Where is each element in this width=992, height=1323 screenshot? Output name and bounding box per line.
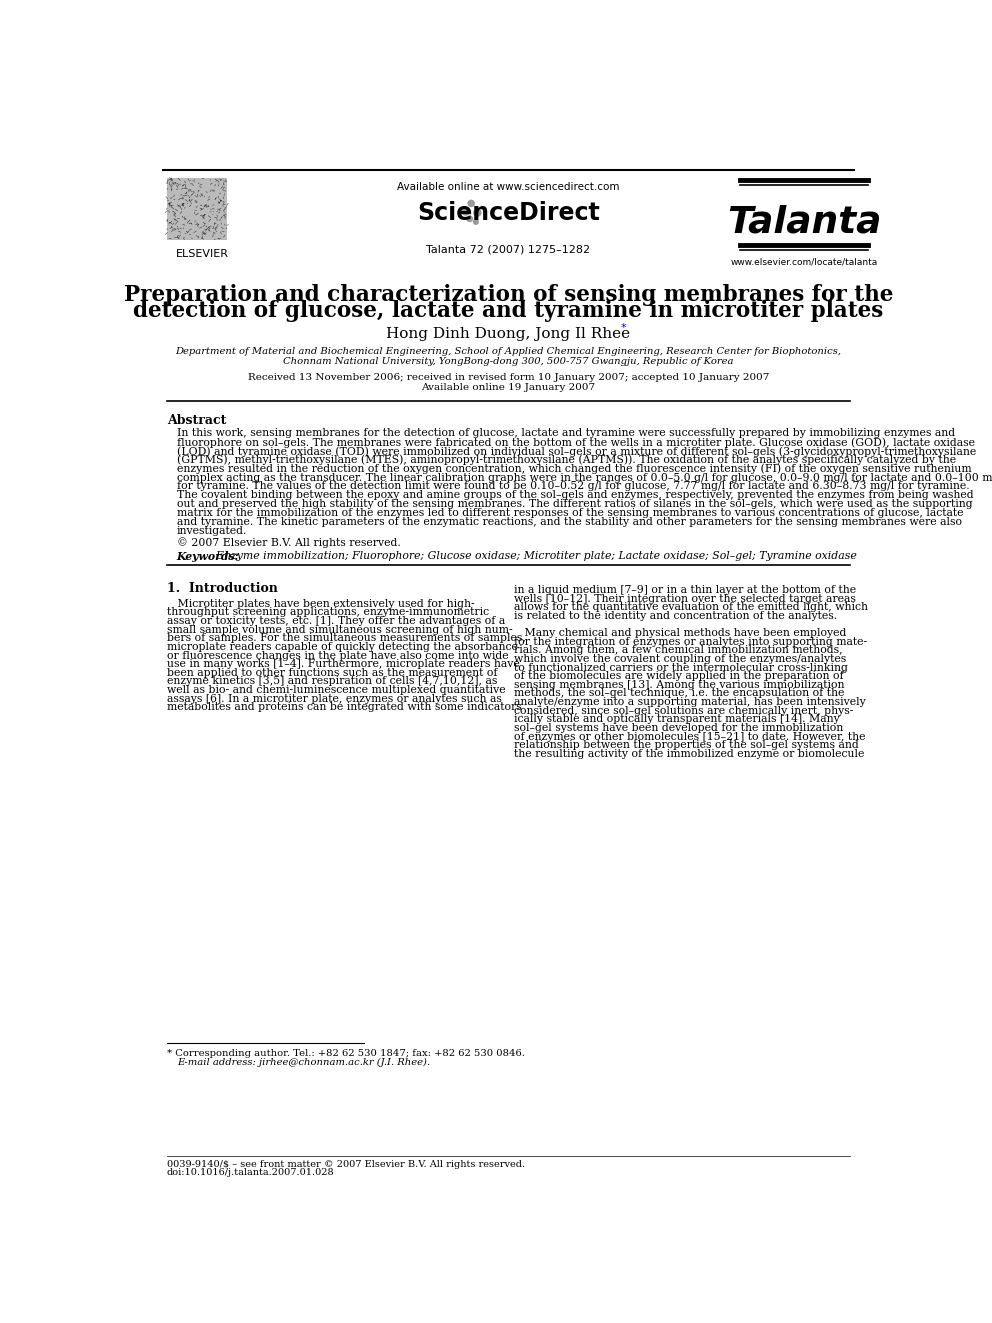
Text: Many chemical and physical methods have been employed: Many chemical and physical methods have … [514, 628, 846, 638]
Bar [167, 179, 227, 239]
Text: www.elsevier.com/locate/talanta: www.elsevier.com/locate/talanta [731, 257, 878, 266]
Text: Talanta 72 (2007) 1275–1282: Talanta 72 (2007) 1275–1282 [427, 245, 590, 255]
Text: investigated.: investigated. [177, 525, 247, 536]
Circle shape [468, 200, 474, 206]
Text: Abstract: Abstract [167, 414, 226, 427]
Text: small sample volume and simultaneous screening of high num-: small sample volume and simultaneous scr… [167, 624, 512, 635]
Text: to functionalized carriers or the intermolecular cross-linking: to functionalized carriers or the interm… [514, 663, 848, 672]
Text: doi:10.1016/j.talanta.2007.01.028: doi:10.1016/j.talanta.2007.01.028 [167, 1168, 334, 1177]
Text: or fluorescence changes in the plate have also come into wide: or fluorescence changes in the plate hav… [167, 651, 508, 660]
Text: © 2007 Elsevier B.V. All rights reserved.: © 2007 Elsevier B.V. All rights reserved… [177, 537, 401, 548]
Text: analyte/enzyme into a supporting material, has been intensively: analyte/enzyme into a supporting materia… [514, 697, 866, 706]
Text: *: * [621, 323, 626, 333]
Text: bers of samples. For the simultaneous measurements of samples,: bers of samples. For the simultaneous me… [167, 634, 526, 643]
Text: ically stable and optically transparent materials [14]. Many: ically stable and optically transparent … [514, 714, 839, 724]
Text: metabolites and proteins can be integrated with some indicators: metabolites and proteins can be integrat… [167, 703, 522, 712]
Circle shape [462, 208, 469, 214]
Circle shape [474, 209, 481, 216]
Text: is related to the identity and concentration of the analytes.: is related to the identity and concentra… [514, 611, 837, 620]
Circle shape [473, 220, 478, 224]
Text: in a liquid medium [7–9] or in a thin layer at the bottom of the: in a liquid medium [7–9] or in a thin la… [514, 585, 856, 595]
Text: well as bio- and chemi-luminescence multiplexed quantitative: well as bio- and chemi-luminescence mult… [167, 685, 505, 695]
Text: complex acting as the transducer. The linear calibration graphs were in the rang: complex acting as the transducer. The li… [177, 472, 992, 483]
Text: assays [6]. In a microtiter plate, enzymes or analytes such as: assays [6]. In a microtiter plate, enzym… [167, 693, 502, 704]
Text: methods, the sol–gel technique, i.e. the encapsulation of the: methods, the sol–gel technique, i.e. the… [514, 688, 844, 699]
Text: Department of Material and Biochemical Engineering, School of Applied Chemical E: Department of Material and Biochemical E… [176, 348, 841, 356]
Text: and tyramine. The kinetic parameters of the enzymatic reactions, and the stabili: and tyramine. The kinetic parameters of … [177, 517, 961, 527]
Text: Microtiter plates have been extensively used for high-: Microtiter plates have been extensively … [167, 599, 474, 609]
Text: the resulting activity of the immobilized enzyme or biomolecule: the resulting activity of the immobilize… [514, 749, 864, 759]
Text: sensing membranes [13]. Among the various immobilization: sensing membranes [13]. Among the variou… [514, 680, 844, 689]
Text: considered, since sol–gel solutions are chemically inert, phys-: considered, since sol–gel solutions are … [514, 705, 853, 716]
Text: microplate readers capable of quickly detecting the absorbance: microplate readers capable of quickly de… [167, 642, 518, 652]
Text: ScienceDirect: ScienceDirect [417, 201, 600, 225]
Text: Available online 19 January 2007: Available online 19 January 2007 [422, 382, 595, 392]
Text: Talanta: Talanta [727, 205, 882, 241]
Text: out and preserved the high stability of the sensing membranes. The different rat: out and preserved the high stability of … [177, 499, 972, 509]
Text: Keywords:: Keywords: [177, 552, 239, 562]
Text: The covalent binding between the epoxy and amine groups of the sol–gels and enzy: The covalent binding between the epoxy a… [177, 491, 973, 500]
Text: which involve the covalent coupling of the enzymes/analytes: which involve the covalent coupling of t… [514, 654, 846, 664]
Text: matrix for the immobilization of the enzymes led to different responses of the s: matrix for the immobilization of the enz… [177, 508, 963, 519]
Text: throughput screening applications, enzyme-immunometric: throughput screening applications, enzym… [167, 607, 489, 618]
Text: enzymes resulted in the reduction of the oxygen concentration, which changed the: enzymes resulted in the reduction of the… [177, 463, 971, 474]
Text: of enzymes or other biomolecules [15–21] to date. However, the: of enzymes or other biomolecules [15–21]… [514, 732, 865, 742]
Text: fluorophore on sol–gels. The membranes were fabricated on the bottom of the well: fluorophore on sol–gels. The membranes w… [177, 437, 975, 447]
Text: of the biomolecules are widely applied in the preparation of: of the biomolecules are widely applied i… [514, 671, 843, 681]
Text: for the integration of enzymes or analytes into supporting mate-: for the integration of enzymes or analyt… [514, 636, 867, 647]
Text: allows for the quantitative evaluation of the emitted light, which: allows for the quantitative evaluation o… [514, 602, 868, 613]
Text: Hong Dinh Duong, Jong Il Rhee: Hong Dinh Duong, Jong Il Rhee [386, 327, 631, 340]
Text: Chonnam National University, YongBong-dong 300, 500-757 Gwangju, Republic of Kor: Chonnam National University, YongBong-do… [283, 357, 734, 366]
Text: (GPTMS), methyl-triethoxysilane (MTES), aminopropyl-trimethoxysilane (APTMS)). T: (GPTMS), methyl-triethoxysilane (MTES), … [177, 455, 956, 466]
Text: assay or toxicity tests, etc. [1]. They offer the advantages of a: assay or toxicity tests, etc. [1]. They … [167, 617, 505, 626]
Text: Enzyme immobilization; Fluorophore; Glucose oxidase; Microtiter plate; Lactate o: Enzyme immobilization; Fluorophore; Gluc… [209, 552, 857, 561]
Text: In this work, sensing membranes for the detection of glucose, lactate and tyrami: In this work, sensing membranes for the … [177, 429, 955, 438]
Circle shape [467, 216, 472, 221]
Text: * Corresponding author. Tel.: +82 62 530 1847; fax: +82 62 530 0846.: * Corresponding author. Tel.: +82 62 530… [167, 1049, 525, 1058]
Text: E-mail address: jirhee@chonnam.ac.kr (J.I. Rhee).: E-mail address: jirhee@chonnam.ac.kr (J.… [177, 1058, 430, 1068]
Text: use in many works [1–4]. Furthermore, microplate readers have: use in many works [1–4]. Furthermore, mi… [167, 659, 520, 669]
Text: (LOD) and tyramine oxidase (TOD) were immobilized on individual sol–gels or a mi: (LOD) and tyramine oxidase (TOD) were im… [177, 446, 976, 456]
Text: wells [10–12]. Their integration over the selected target areas: wells [10–12]. Their integration over th… [514, 594, 856, 603]
Text: been applied to other functions such as the measurement of: been applied to other functions such as … [167, 668, 497, 677]
Text: ELSEVIER: ELSEVIER [176, 249, 229, 259]
Text: Received 13 November 2006; received in revised form 10 January 2007; accepted 10: Received 13 November 2006; received in r… [248, 373, 769, 382]
Text: Available online at www.sciencedirect.com: Available online at www.sciencedirect.co… [397, 181, 620, 192]
Text: 1.  Introduction: 1. Introduction [167, 582, 278, 595]
Text: enzyme kinetics [3,5] and respiration of cells [4,7,10,12], as: enzyme kinetics [3,5] and respiration of… [167, 676, 497, 687]
Text: sol–gel systems have been developed for the immobilization: sol–gel systems have been developed for … [514, 722, 843, 733]
Text: for tyramine. The values of the detection limit were found to be 0.10–0.52 g/l f: for tyramine. The values of the detectio… [177, 482, 969, 491]
Text: rials. Among them, a few chemical immobilization methods,: rials. Among them, a few chemical immobi… [514, 646, 842, 655]
Text: relationship between the properties of the sol–gel systems and: relationship between the properties of t… [514, 740, 858, 750]
Text: 0039-9140/$ – see front matter © 2007 Elsevier B.V. All rights reserved.: 0039-9140/$ – see front matter © 2007 El… [167, 1160, 525, 1168]
Text: Preparation and characterization of sensing membranes for the: Preparation and characterization of sens… [124, 283, 893, 306]
Text: detection of glucose, lactate and tyramine in microtiter plates: detection of glucose, lactate and tyrami… [133, 300, 884, 321]
